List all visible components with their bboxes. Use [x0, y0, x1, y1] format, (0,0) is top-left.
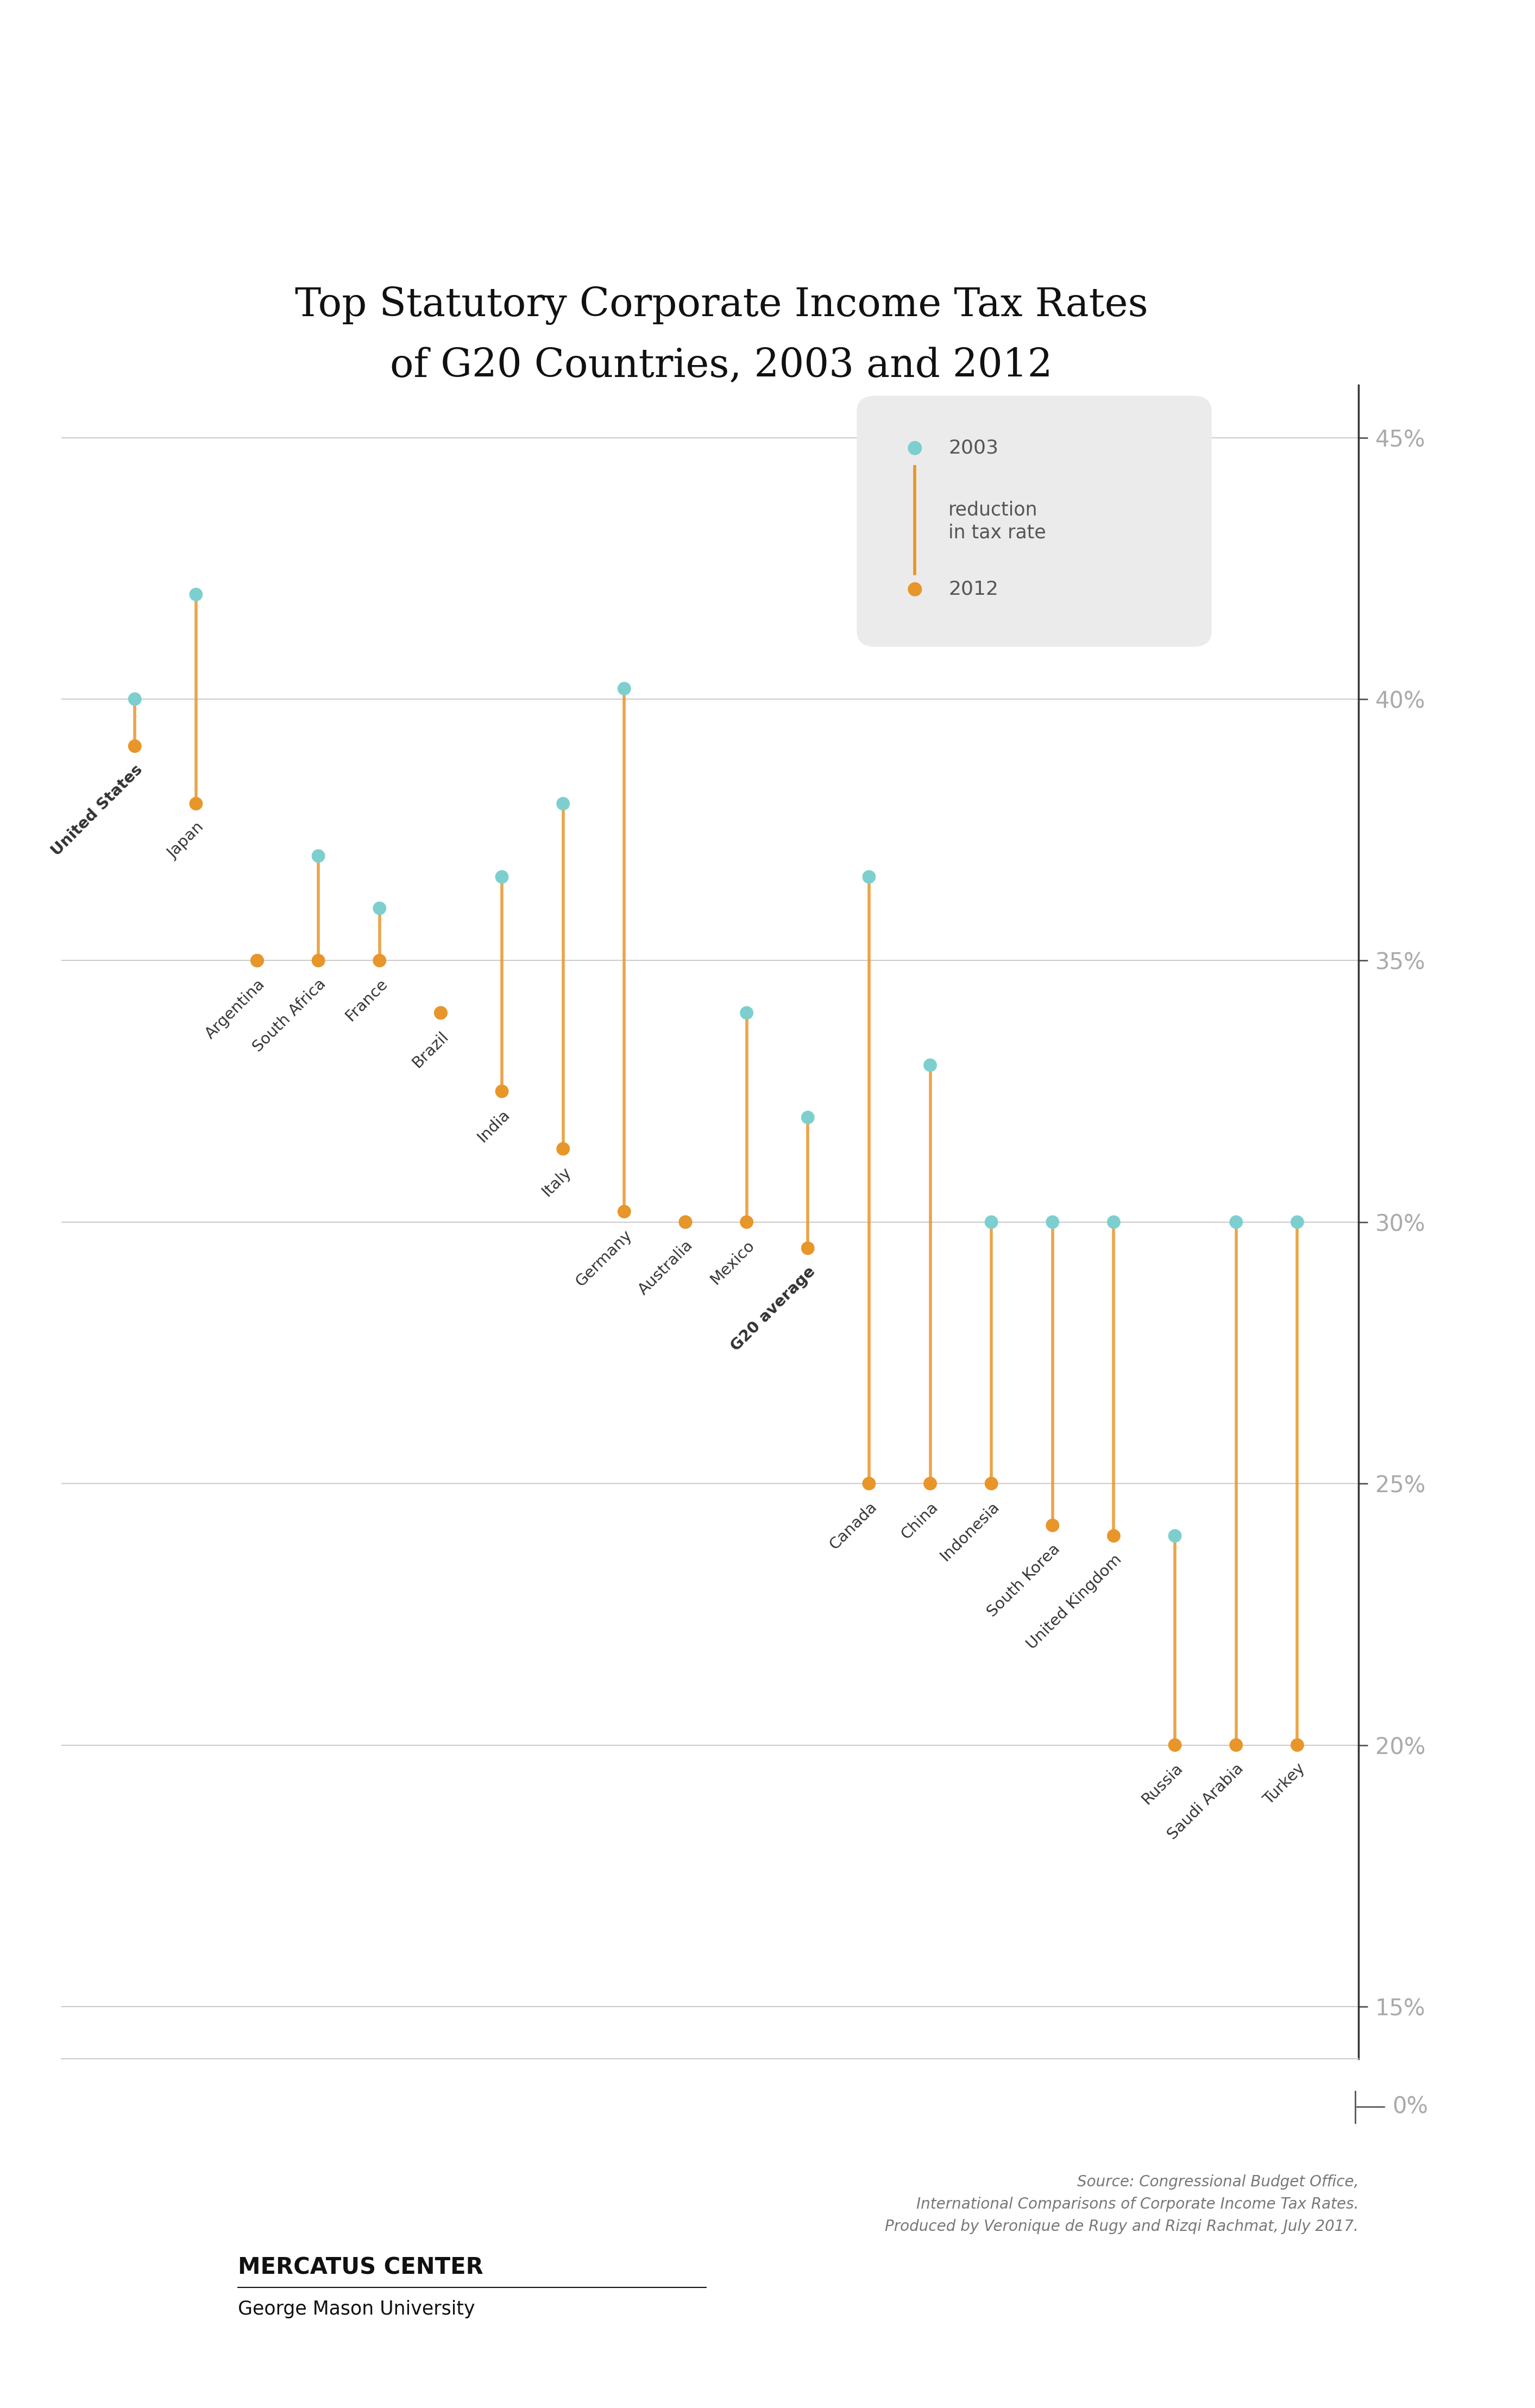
Point	[367, 942, 391, 980]
Point	[1162, 1727, 1187, 1765]
Text: China: China	[898, 1500, 941, 1541]
Text: reduction
in tax rate: reduction in tax rate	[949, 501, 1047, 542]
Point	[674, 1204, 698, 1243]
Text: Canada: Canada	[826, 1500, 880, 1553]
Point	[428, 995, 453, 1033]
Point	[979, 1204, 1004, 1243]
Text: Argentina: Argentina	[203, 975, 269, 1043]
Text: 0%: 0%	[1392, 2095, 1428, 2119]
Point	[490, 1072, 514, 1110]
Point	[1223, 1204, 1248, 1243]
Point	[1102, 1517, 1127, 1556]
Text: Russia: Russia	[1139, 1760, 1185, 1808]
Text: Turkey: Turkey	[1260, 1760, 1308, 1808]
Point	[795, 1098, 820, 1137]
Point	[184, 785, 209, 824]
Point	[612, 669, 637, 708]
Text: Source: Congressional Budget Office,
International Comparisons of Corporate Inco: Source: Congressional Budget Office, Int…	[884, 2174, 1358, 2235]
Text: India: India	[474, 1108, 513, 1146]
Text: of G20 Countries, 2003 and 2012: of G20 Countries, 2003 and 2012	[390, 347, 1053, 385]
Text: Indonesia: Indonesia	[938, 1500, 1002, 1565]
Point	[979, 1464, 1004, 1503]
Point	[305, 942, 330, 980]
Point	[1102, 1204, 1127, 1243]
Point	[428, 995, 453, 1033]
Text: Brazil: Brazil	[410, 1028, 451, 1072]
Point	[1162, 1517, 1187, 1556]
Point	[490, 857, 514, 896]
Text: Germany: Germany	[573, 1228, 635, 1291]
Point	[551, 785, 576, 824]
Point	[551, 1129, 576, 1168]
Text: France: France	[342, 975, 390, 1023]
Point	[246, 942, 270, 980]
Point	[367, 889, 391, 927]
Point	[246, 942, 270, 980]
Point	[305, 836, 330, 874]
Point	[903, 429, 927, 467]
Point	[734, 1204, 758, 1243]
Point	[857, 857, 881, 896]
Text: Top Statutory Corporate Income Tax Rates: Top Statutory Corporate Income Tax Rates	[295, 287, 1148, 325]
Text: 2012: 2012	[949, 580, 999, 600]
Point	[1041, 1505, 1065, 1544]
FancyBboxPatch shape	[857, 395, 1211, 648]
Point	[1285, 1727, 1309, 1765]
Point	[1223, 1727, 1248, 1765]
Point	[795, 1228, 820, 1267]
Point	[734, 995, 758, 1033]
Text: South Korea: South Korea	[984, 1541, 1064, 1621]
Point	[674, 1204, 698, 1243]
Point	[903, 571, 927, 609]
Text: United States: United States	[49, 761, 146, 860]
Point	[184, 576, 209, 614]
Point	[123, 727, 147, 766]
Text: Italy: Italy	[539, 1165, 574, 1199]
Text: 2003: 2003	[949, 438, 999, 458]
Point	[918, 1464, 942, 1503]
Point	[918, 1045, 942, 1084]
Text: Japan: Japan	[164, 819, 207, 862]
Text: Saudi Arabia: Saudi Arabia	[1165, 1760, 1246, 1842]
Text: Mexico: Mexico	[708, 1238, 757, 1288]
Text: South Africa: South Africa	[250, 975, 328, 1055]
Point	[123, 679, 147, 718]
Point	[612, 1192, 637, 1230]
Point	[857, 1464, 881, 1503]
Point	[1285, 1204, 1309, 1243]
Text: Australia: Australia	[635, 1238, 697, 1298]
Text: G20 average: G20 average	[728, 1264, 818, 1353]
Point	[1041, 1204, 1065, 1243]
Text: United Kingdom: United Kingdom	[1024, 1551, 1125, 1652]
Text: MERCATUS CENTER: MERCATUS CENTER	[238, 2256, 484, 2278]
Text: George Mason University: George Mason University	[238, 2300, 476, 2319]
